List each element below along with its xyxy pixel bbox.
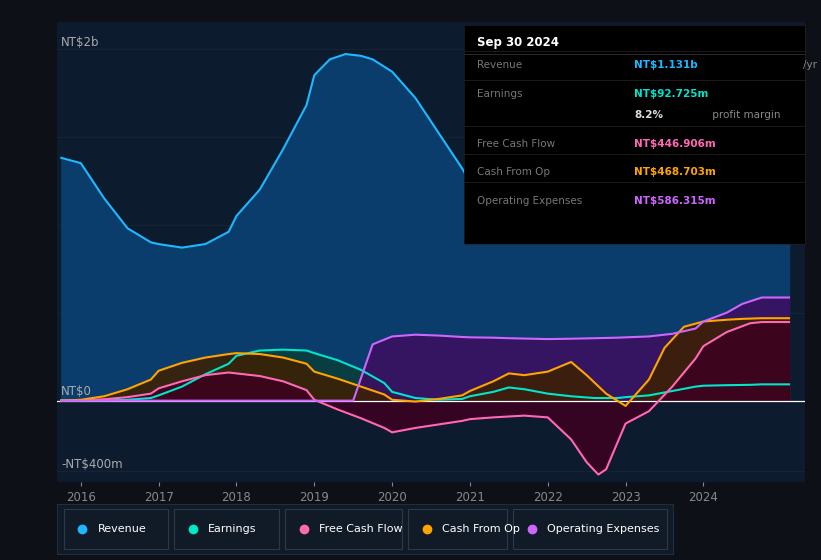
Text: Earnings: Earnings <box>478 88 523 99</box>
Text: -NT$400m: -NT$400m <box>62 458 123 471</box>
Text: Operating Expenses: Operating Expenses <box>547 524 659 534</box>
Text: Earnings: Earnings <box>209 524 257 534</box>
Bar <box>286 509 402 549</box>
Text: Operating Expenses: Operating Expenses <box>478 195 583 206</box>
Text: Cash From Op: Cash From Op <box>478 167 551 177</box>
Bar <box>64 509 168 549</box>
Bar <box>175 509 279 549</box>
Bar <box>513 509 667 549</box>
Text: /yr: /yr <box>803 60 817 70</box>
Text: Free Cash Flow: Free Cash Flow <box>478 139 556 149</box>
Text: NT$1.131b: NT$1.131b <box>635 60 698 70</box>
Text: Revenue: Revenue <box>98 524 146 534</box>
Text: NT$468.703m: NT$468.703m <box>635 167 716 177</box>
Text: profit margin: profit margin <box>709 110 781 120</box>
Text: Revenue: Revenue <box>478 60 523 70</box>
Text: Sep 30 2024: Sep 30 2024 <box>478 36 559 49</box>
Text: NT$586.315m: NT$586.315m <box>635 195 716 206</box>
Text: NT$0: NT$0 <box>62 385 92 398</box>
Text: NT$2b: NT$2b <box>62 36 99 49</box>
Text: Free Cash Flow: Free Cash Flow <box>319 524 403 534</box>
Bar <box>409 509 507 549</box>
Text: NT$446.906m: NT$446.906m <box>635 139 716 149</box>
Text: 8.2%: 8.2% <box>635 110 663 120</box>
Text: Cash From Op: Cash From Op <box>443 524 521 534</box>
Text: NT$92.725m: NT$92.725m <box>635 88 709 99</box>
